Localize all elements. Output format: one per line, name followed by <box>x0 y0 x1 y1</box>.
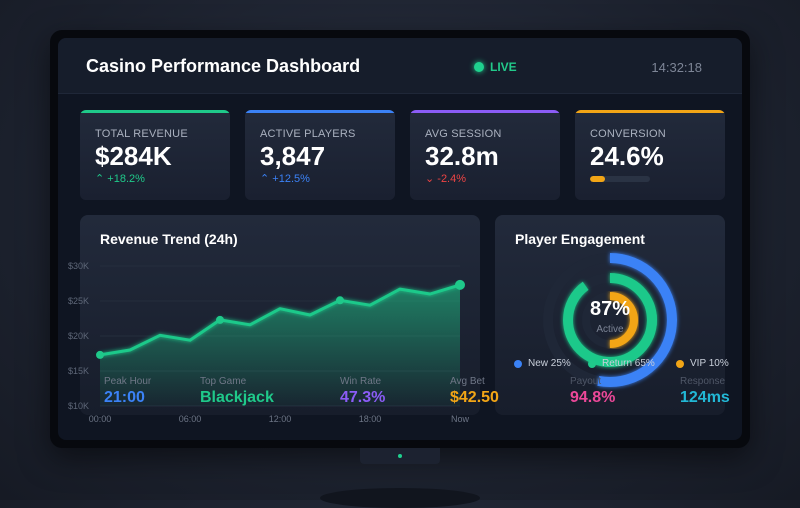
legend-dot-icon <box>676 359 684 368</box>
stat-value: 124ms <box>680 389 730 406</box>
arrow-up-icon: ⌃ <box>95 173 108 185</box>
live-dot-icon <box>474 62 484 72</box>
card-change: ⌃ +18.2% <box>95 172 145 185</box>
stat-label: Win Rate <box>340 376 382 387</box>
power-led-icon <box>398 454 402 458</box>
conversion-progress <box>590 176 650 182</box>
x-tick-label: Now <box>450 414 470 424</box>
donut-center: 87% Active <box>570 298 650 335</box>
change-value: +18.2% <box>107 173 145 185</box>
card-value: 3,847 <box>260 141 326 171</box>
card-label: TOTAL REVENUE <box>95 128 188 140</box>
arrow-down-icon: ⌄ <box>425 173 438 185</box>
card-label: CONVERSION <box>590 128 666 140</box>
data-point[interactable] <box>455 279 465 290</box>
data-point[interactable] <box>96 350 104 359</box>
stat-value: 94.8% <box>570 389 616 406</box>
monitor-base <box>320 488 480 508</box>
x-tick-label: 18:00 <box>358 414 382 424</box>
monitor-stand <box>360 448 440 464</box>
x-tick-label: 12:00 <box>268 414 292 424</box>
accent-bar <box>575 110 725 113</box>
x-tick-label: 06:00 <box>178 414 202 424</box>
clock: 14:32:18 <box>651 60 702 75</box>
stat-label: Avg Bet <box>450 376 485 387</box>
legend-label: Return 65% <box>602 358 655 369</box>
engagement-ring[interactable] <box>563 273 657 367</box>
x-tick-label: 00:00 <box>88 414 112 424</box>
stat-label: Peak Hour <box>104 376 152 387</box>
y-tick-label: $25K <box>68 296 90 306</box>
y-tick-label: $15K <box>68 366 90 376</box>
card-change: ⌄ -2.4% <box>425 172 466 185</box>
card-value: 24.6% <box>590 141 664 171</box>
dashboard-screen: Casino Performance Dashboard LIVE 14:32:… <box>58 38 742 440</box>
arrow-up-icon: ⌃ <box>260 173 273 185</box>
stat-value: $42.50 <box>450 389 499 406</box>
data-point[interactable] <box>336 296 344 305</box>
data-point[interactable] <box>216 315 224 324</box>
card-value: $284K <box>95 141 172 171</box>
stat-win-rate: Win Rate 47.3% <box>340 376 385 407</box>
progress-fill <box>590 176 605 182</box>
card-change: ⌃ +12.5% <box>260 172 310 185</box>
stat-top-game: Top Game Blackjack <box>200 376 274 407</box>
y-tick-label: $20K <box>68 331 90 341</box>
stat-label: Response <box>680 376 726 387</box>
y-tick-label: $30K <box>68 261 90 271</box>
card-label: AVG SESSION <box>425 128 502 140</box>
card-conversion[interactable]: CONVERSION 24.6% <box>575 110 725 200</box>
legend-new: New 25% <box>514 358 571 369</box>
header: Casino Performance Dashboard LIVE 14:32:… <box>58 38 742 94</box>
revenue-line <box>99 283 461 357</box>
accent-bar <box>245 110 395 113</box>
legend-dot-icon <box>514 359 522 368</box>
stat-label: Payout <box>570 376 602 387</box>
stat-peak-hour: Peak Hour 21:00 <box>104 376 151 407</box>
stat-response: Response 124ms <box>680 376 730 407</box>
stat-value: Blackjack <box>200 389 274 406</box>
active-label: Active <box>596 324 624 335</box>
stat-payout: Payout 94.8% <box>570 376 615 407</box>
stat-value: 21:00 <box>104 389 145 406</box>
chart-title: Revenue Trend (24h) <box>100 231 238 247</box>
card-active-players[interactable]: ACTIVE PLAYERS 3,847 ⌃ +12.5% <box>245 110 395 200</box>
legend-vip: VIP 10% <box>676 358 729 369</box>
card-total-revenue[interactable]: TOTAL REVENUE $284K ⌃ +18.2% <box>80 110 230 200</box>
revenue-chart <box>96 265 465 407</box>
stat-value: 47.3% <box>340 389 386 406</box>
live-label: LIVE <box>490 60 517 74</box>
active-percent: 87% <box>589 298 631 320</box>
live-indicator: LIVE <box>474 60 517 74</box>
legend-return: Return 65% <box>588 358 655 369</box>
stat-label: Top Game <box>200 376 247 387</box>
change-value: -2.4% <box>437 173 467 185</box>
engagement-ring[interactable] <box>543 253 677 387</box>
accent-bar <box>410 110 560 113</box>
engagement-donut <box>543 253 677 387</box>
page-title: Casino Performance Dashboard <box>86 56 361 76</box>
stat-avg-bet: Avg Bet $42.50 <box>450 376 499 407</box>
y-tick-label: $10K <box>68 401 90 411</box>
legend-label: New 25% <box>528 358 571 369</box>
engagement-ring[interactable] <box>582 292 638 348</box>
legend-dot-icon <box>588 359 596 368</box>
engagement-title: Player Engagement <box>515 231 645 247</box>
card-label: ACTIVE PLAYERS <box>260 128 356 140</box>
card-avg-session[interactable]: AVG SESSION 32.8m ⌄ -2.4% <box>410 110 560 200</box>
revenue-area <box>100 284 460 406</box>
card-value: 32.8m <box>425 141 499 171</box>
accent-bar <box>80 110 230 113</box>
change-value: +12.5% <box>272 173 310 185</box>
legend-label: VIP 10% <box>690 358 729 369</box>
